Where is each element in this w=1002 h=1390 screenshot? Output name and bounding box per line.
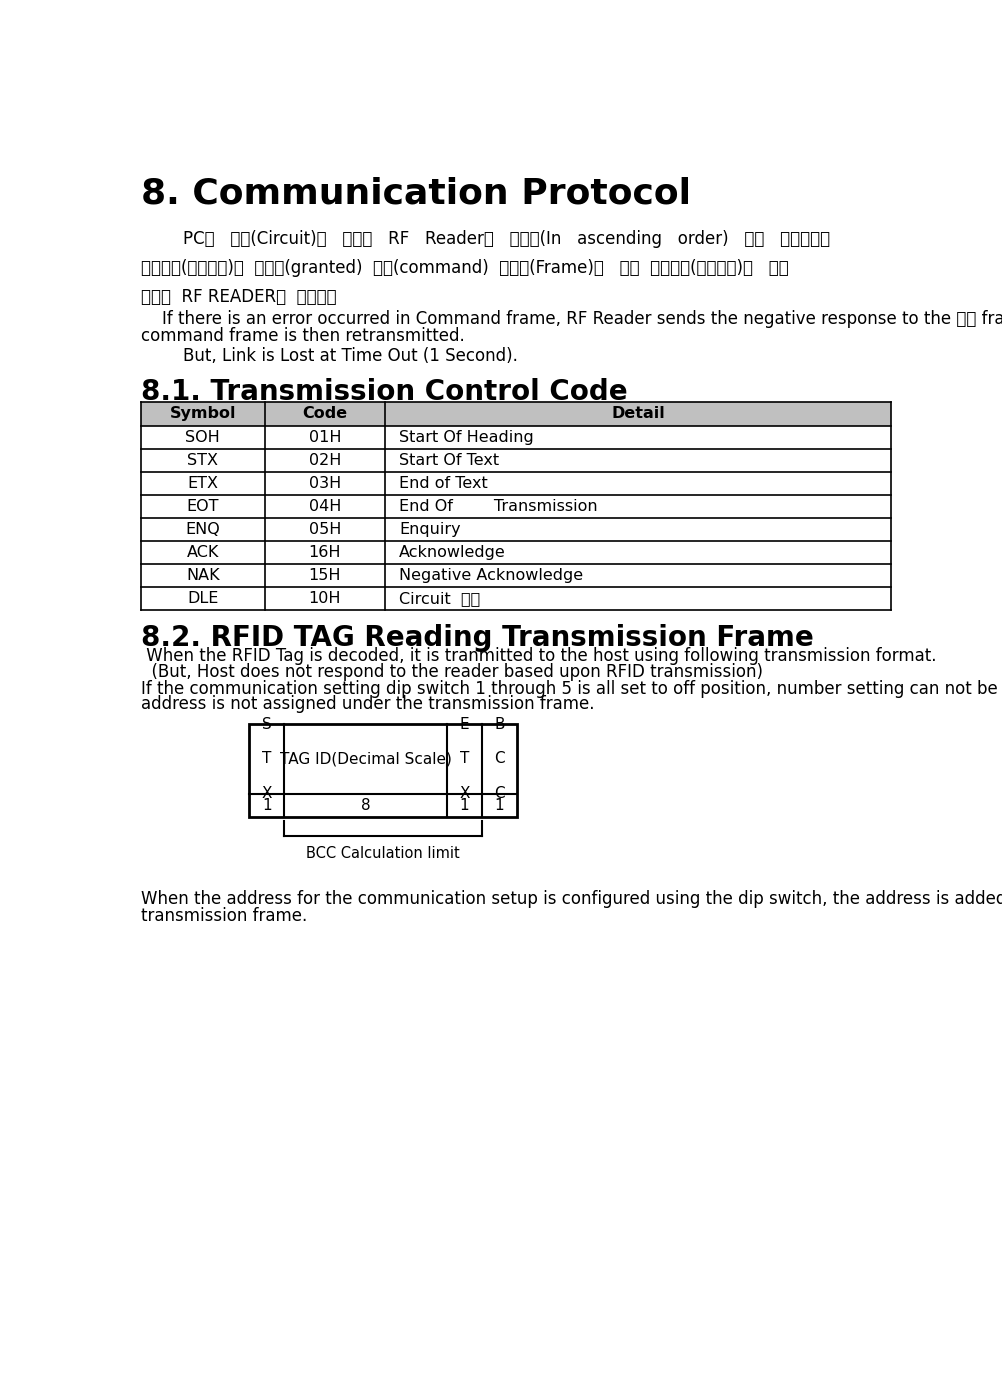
Text: 지정된  RF READER만  응답한다: 지정된 RF READER만 응답한다: [140, 289, 336, 306]
Text: 8: 8: [361, 798, 370, 813]
Text: PC는   회선(Circuit)이   접속된   RF   Reader를   순차적(In   ascending   order)   또는   독립적: PC는 회선(Circuit)이 접속된 RF Reader를 순차적(In a…: [140, 229, 830, 247]
Text: If there is an error occurred in Command frame, RF Reader sends the negative res: If there is an error occurred in Command…: [140, 310, 1002, 328]
Text: ACK: ACK: [186, 545, 218, 560]
Text: 1: 1: [494, 798, 504, 813]
Text: Start Of Heading: Start Of Heading: [399, 430, 533, 445]
Text: STX: STX: [187, 453, 218, 467]
Text: S

T

X: S T X: [262, 717, 272, 801]
Text: 8.1. Transmission Control Code: 8.1. Transmission Control Code: [140, 378, 627, 406]
Text: 02H: 02H: [309, 453, 341, 467]
Text: 1: 1: [262, 798, 272, 813]
Bar: [140, 403, 890, 425]
Text: ETX: ETX: [187, 475, 218, 491]
Text: 10H: 10H: [309, 591, 341, 606]
Text: 1: 1: [459, 798, 469, 813]
Text: 8.2. RFID TAG Reading Transmission Frame: 8.2. RFID TAG Reading Transmission Frame: [140, 624, 813, 652]
Text: (But, Host does not respond to the reader based upon RFID transmission): (But, Host does not respond to the reade…: [140, 663, 763, 681]
Text: 03H: 03H: [309, 475, 341, 491]
Text: 05H: 05H: [309, 523, 341, 537]
Text: NAK: NAK: [186, 569, 219, 584]
Text: Acknowledge: Acknowledge: [399, 545, 505, 560]
Text: address is not assigned under the transmission frame.: address is not assigned under the transm…: [140, 695, 594, 713]
Text: 04H: 04H: [309, 499, 341, 514]
Text: 01H: 01H: [309, 430, 341, 445]
Text: Symbol: Symbol: [169, 406, 235, 421]
Text: End Of        Transmission: End Of Transmission: [399, 499, 597, 514]
Text: transmission frame.: transmission frame.: [140, 906, 307, 924]
Text: Detail: Detail: [610, 406, 664, 421]
Text: But, Link is Lost at Time Out (1 Second).: But, Link is Lost at Time Out (1 Second)…: [140, 348, 517, 366]
Text: If the communication setting dip switch 1 through 5 is all set to off position, : If the communication setting dip switch …: [140, 680, 1002, 698]
Text: 8. Communication Protocol: 8. Communication Protocol: [140, 177, 690, 210]
Text: EOT: EOT: [186, 499, 218, 514]
Text: Enquiry: Enquiry: [399, 523, 460, 537]
Text: ENQ: ENQ: [185, 523, 220, 537]
Text: Start Of Text: Start Of Text: [399, 453, 499, 467]
Text: command frame is then retransmitted.: command frame is then retransmitted.: [140, 327, 464, 345]
Text: When the RFID Tag is decoded, it is tranmitted to the host using following trans: When the RFID Tag is decoded, it is tran…: [140, 648, 936, 666]
Bar: [249, 724, 516, 817]
Text: Negative Acknowledge: Negative Acknowledge: [399, 569, 582, 584]
Text: E

T

X: E T X: [459, 717, 469, 801]
Text: Circuit  절환: Circuit 절환: [399, 591, 480, 606]
Text: BCC Calculation limit: BCC Calculation limit: [306, 847, 460, 860]
Text: TAG ID(Decimal Scale): TAG ID(Decimal Scale): [280, 752, 451, 766]
Text: B

C

C: B C C: [494, 717, 504, 801]
Text: SOH: SOH: [185, 430, 220, 445]
Text: When the address for the communication setup is configured using the dip switch,: When the address for the communication s…: [140, 890, 1002, 908]
Text: End of Text: End of Text: [399, 475, 487, 491]
Text: Code: Code: [302, 406, 347, 421]
Text: 15H: 15H: [309, 569, 341, 584]
Text: DLE: DLE: [187, 591, 218, 606]
Text: 16H: 16H: [309, 545, 341, 560]
Text: 단말번호(어드레스)가  부여된(granted)  명령(command)  프레임(Frame)을   하고  단말번호(어드레스)에   의해: 단말번호(어드레스)가 부여된(granted) 명령(command) 프레임…: [140, 259, 788, 277]
